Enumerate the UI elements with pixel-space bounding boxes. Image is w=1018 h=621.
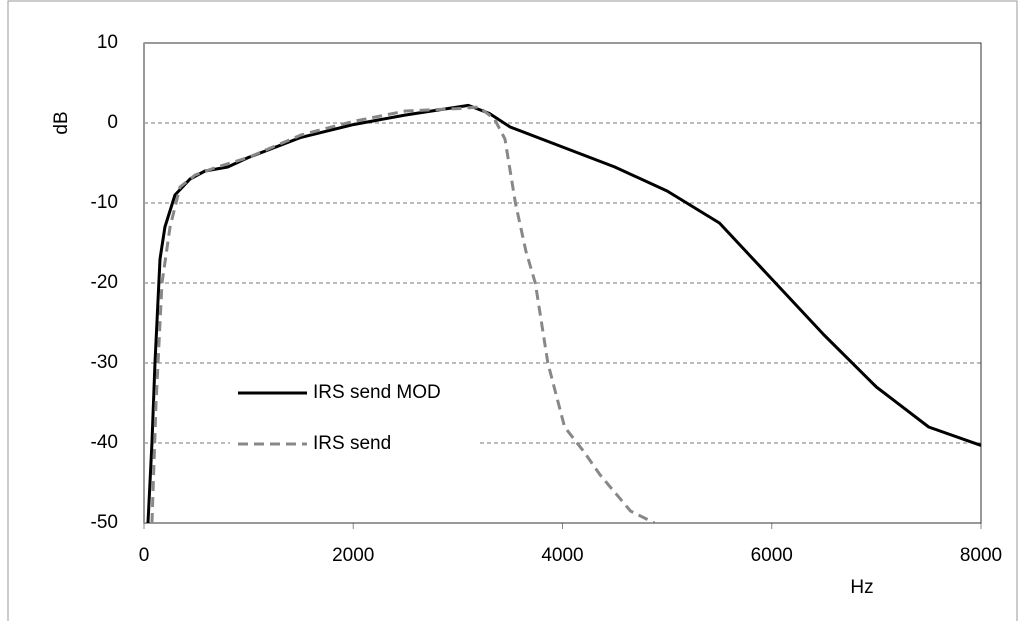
y-tick-label: -50 [91, 512, 118, 533]
legend-label: IRS send [313, 433, 391, 454]
y-tick-label: 0 [107, 112, 118, 133]
legend-label: IRS send MOD [313, 382, 441, 403]
chart-frame [7, 0, 1018, 621]
y-tick-label: 10 [97, 32, 118, 53]
series-line [146, 103, 982, 524]
y-axis-label: dB [51, 111, 72, 134]
y-tick-label: -20 [91, 272, 118, 293]
x-tick-label: 6000 [751, 545, 793, 566]
y-tick-label: -40 [91, 432, 118, 453]
y-tick-label: -10 [91, 192, 118, 213]
x-tick-label: 2000 [332, 545, 374, 566]
legend-box [230, 372, 478, 466]
series-line [150, 105, 656, 525]
x-tick-label: 8000 [960, 545, 1002, 566]
x-axis-label: Hz [850, 577, 873, 598]
x-tick-label: 4000 [541, 545, 583, 566]
x-tick-label: 0 [139, 545, 150, 566]
y-tick-label: -30 [91, 352, 118, 373]
